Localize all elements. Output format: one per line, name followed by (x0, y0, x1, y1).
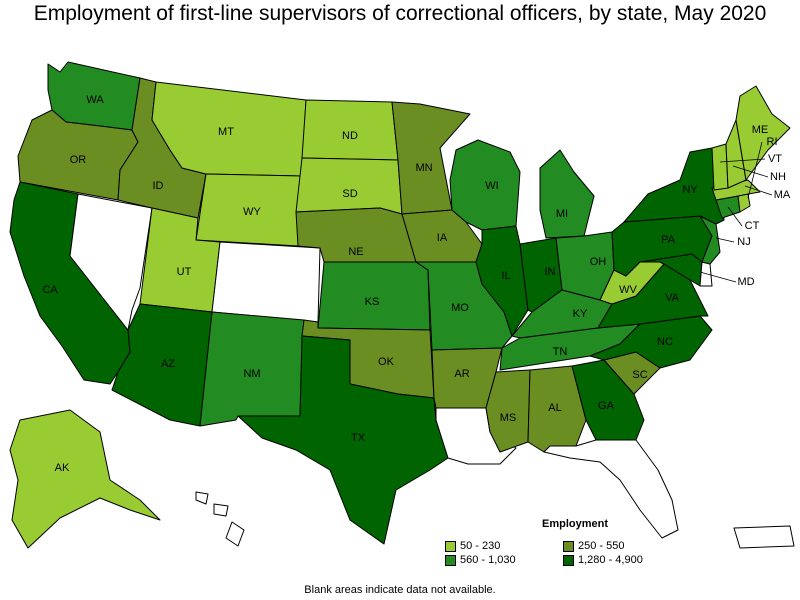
state-label-oh: OH (590, 256, 607, 268)
state-il (475, 225, 529, 337)
state-label-sc: SC (632, 369, 647, 381)
state-label-va: VA (665, 292, 680, 304)
legend-swatch (563, 540, 574, 552)
leader-line-nj (715, 237, 735, 243)
legend-swatch (445, 540, 456, 552)
state-label-ok: OK (378, 356, 395, 368)
state-label-ar: AR (454, 368, 469, 380)
state-label-ct: CT (745, 220, 760, 232)
state-co (211, 241, 321, 323)
state-label-wv: WV (619, 284, 637, 296)
state-vt (711, 143, 729, 191)
state-ny (623, 147, 725, 225)
legend-label: 1,280 - 4,900 (578, 554, 643, 566)
state-label-al: AL (548, 402, 561, 414)
state-label-ri: RI (767, 136, 778, 148)
states-layer (9, 61, 795, 549)
state-ak (9, 409, 161, 549)
legend-item-560-1030: 560 - 1,030 (445, 554, 563, 566)
state-label-wy: WY (243, 206, 261, 218)
legend-label: 50 - 230 (460, 540, 501, 552)
leader-line-md (699, 271, 737, 283)
state-label-wa: WA (86, 94, 104, 106)
state-label-mt: MT (218, 126, 234, 138)
state-label-ga: GA (598, 400, 615, 412)
legend-swatch (563, 554, 574, 566)
legend-swatch (445, 554, 456, 566)
state-label-ak: AK (55, 462, 70, 474)
state-label-me: ME (752, 124, 769, 136)
state-label-ks: KS (365, 296, 380, 308)
state-label-or: OR (70, 154, 87, 166)
state-label-az: AZ (161, 358, 175, 370)
state-label-ms: MS (500, 412, 517, 424)
state-label-tx: TX (351, 432, 366, 444)
leader-line-nh (732, 165, 769, 178)
state-label-il: IL (501, 270, 510, 282)
legend-items: 50 - 230 250 - 550 560 - 1,030 1,280 - 4… (445, 540, 685, 566)
leader-lines-layer (699, 141, 773, 283)
state-tx (237, 335, 449, 545)
state-label-in: IN (545, 266, 556, 278)
state-mn (391, 101, 471, 215)
state-pr (733, 525, 795, 549)
leader-line-vt (719, 158, 766, 163)
state-label-mn: MN (415, 162, 432, 174)
state-label-ne: NE (348, 246, 363, 258)
state-label-pa: PA (661, 234, 676, 246)
state-mi (539, 149, 595, 239)
state-sd (295, 157, 403, 215)
leader-line-ct (727, 206, 743, 227)
state-hi (195, 491, 245, 547)
state-label-nd: ND (342, 130, 358, 142)
state-label-ca: CA (42, 284, 58, 296)
state-label-tn: TN (553, 346, 568, 358)
state-labels-layer: WA OR CA ID MT WY UT AZ NM ND SD NE KS OK TX MN IA MO AR WI… (42, 94, 791, 474)
leader-line-ri (747, 141, 763, 199)
state-label-nc: NC (657, 336, 673, 348)
state-label-sd: SD (342, 188, 357, 200)
legend-item-250-550: 250 - 550 (563, 540, 681, 552)
legend: Employment 50 - 230 250 - 550 560 - 1,03… (445, 518, 685, 566)
state-label-wi: WI (485, 180, 498, 192)
state-label-nj: NJ (737, 236, 750, 248)
legend-label: 560 - 1,030 (460, 554, 516, 566)
state-label-ky: KY (573, 308, 588, 320)
state-nc (589, 315, 713, 369)
state-fl (543, 439, 679, 539)
state-label-nh: NH (770, 171, 786, 183)
data-availability-note: Blank areas indicate data not available. (304, 584, 496, 596)
state-label-mi: MI (556, 208, 568, 220)
state-label-nm: NM (243, 368, 260, 380)
state-ma (711, 179, 761, 201)
legend-item-1280-4900: 1,280 - 4,900 (563, 554, 681, 566)
state-label-vt: VT (768, 153, 782, 165)
leader-line-ma (744, 185, 773, 196)
state-label-id: ID (153, 180, 164, 192)
legend-title: Employment (541, 518, 608, 530)
state-label-ma: MA (774, 189, 791, 201)
state-me (735, 85, 791, 181)
state-label-ia: IA (437, 232, 448, 244)
state-label-mo: MO (451, 302, 469, 314)
state-label-ny: NY (682, 184, 698, 196)
state-label-md: MD (737, 276, 754, 288)
legend-item-50-230: 50 - 230 (445, 540, 563, 552)
map-title: Employment of first-line supervisors of … (33, 2, 767, 25)
legend-label: 250 - 550 (578, 540, 625, 552)
state-label-ut: UT (177, 266, 192, 278)
